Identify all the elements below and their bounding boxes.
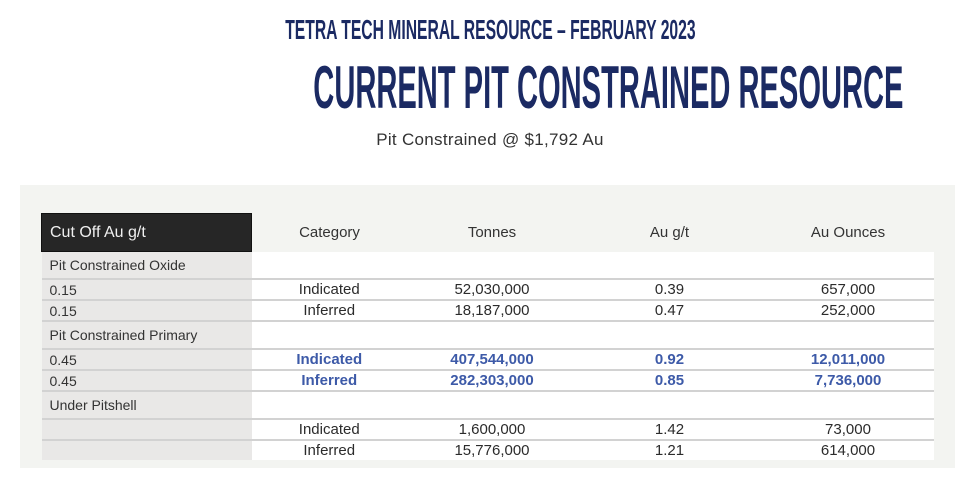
report-subtitle-top: TETRA TECH MINERAL RESOURCE – FEBRUARY 2… bbox=[0, 14, 980, 46]
ounces-cell: 252,000 bbox=[762, 300, 934, 322]
subtitle-top-text: TETRA TECH MINERAL RESOURCE – FEBRUARY 2… bbox=[284, 14, 696, 45]
tonnes-cell: 1,600,000 bbox=[407, 419, 577, 441]
tonnes-cell: 52,030,000 bbox=[407, 279, 577, 301]
grade-cell: 0.39 bbox=[577, 279, 762, 301]
category-cell: Indicated bbox=[251, 349, 407, 371]
section-label: Pit Constrained Oxide bbox=[41, 251, 252, 280]
grade-cell: 1.21 bbox=[577, 440, 762, 460]
empty-cell bbox=[762, 391, 934, 420]
ounces-cell: 73,000 bbox=[762, 419, 934, 441]
col-header-grade: Au g/t bbox=[649, 224, 690, 241]
tonnes-cell: 15,776,000 bbox=[407, 440, 577, 460]
cutoff-cell bbox=[41, 440, 252, 460]
table-row: 0.45 Inferred 282,303,000 0.85 7,736,000 bbox=[41, 370, 934, 392]
category-cell: Inferred bbox=[251, 440, 407, 460]
category-cell: Inferred bbox=[251, 370, 407, 392]
grade-cell: 0.47 bbox=[577, 300, 762, 322]
table-row: Indicated 1,600,000 1.42 73,000 bbox=[41, 419, 934, 441]
tonnes-cell: 282,303,000 bbox=[407, 370, 577, 392]
empty-cell bbox=[251, 251, 407, 280]
grade-cell: 0.92 bbox=[577, 349, 762, 371]
empty-cell bbox=[577, 391, 762, 420]
category-cell: Inferred bbox=[251, 300, 407, 322]
page-title: CURRENT PIT CONSTRAINED RESOURCE bbox=[0, 56, 980, 120]
title-text: CURRENT PIT CONSTRAINED RESOURCE bbox=[313, 54, 904, 121]
section-row: Pit Constrained Oxide bbox=[41, 251, 934, 280]
empty-cell bbox=[407, 391, 577, 420]
grade-cell: 0.85 bbox=[577, 370, 762, 392]
tonnes-cell: 407,544,000 bbox=[407, 349, 577, 371]
empty-cell bbox=[407, 251, 577, 280]
ounces-cell: 614,000 bbox=[762, 440, 934, 460]
section-label: Under Pitshell bbox=[41, 391, 252, 420]
table-row: 0.45 Indicated 407,544,000 0.92 12,011,000 bbox=[41, 349, 934, 371]
ounces-cell: 12,011,000 bbox=[762, 349, 934, 371]
table-row: 0.15 Indicated 52,030,000 0.39 657,000 bbox=[41, 279, 934, 301]
empty-cell bbox=[762, 321, 934, 350]
resource-table: Cut Off Au g/t Category Tonnes Au g/t Au… bbox=[41, 213, 934, 460]
cutoff-cell: 0.45 bbox=[41, 349, 252, 371]
cutoff-cell: 0.15 bbox=[41, 279, 252, 301]
cutoff-cell: 0.45 bbox=[41, 370, 252, 392]
section-row: Pit Constrained Primary bbox=[41, 321, 934, 350]
grade-cell: 1.42 bbox=[577, 419, 762, 441]
section-row: Under Pitshell bbox=[41, 391, 934, 420]
cutoff-cell: 0.15 bbox=[41, 300, 252, 322]
col-header-cutoff: Cut Off Au g/t bbox=[41, 213, 252, 252]
pricing-subtitle: Pit Constrained @ $1,792 Au bbox=[376, 130, 604, 149]
tonnes-cell: 18,187,000 bbox=[407, 300, 577, 322]
empty-cell bbox=[577, 251, 762, 280]
empty-cell bbox=[251, 391, 407, 420]
cutoff-cell bbox=[41, 419, 252, 441]
ounces-cell: 7,736,000 bbox=[762, 370, 934, 392]
table-row: Inferred 15,776,000 1.21 614,000 bbox=[41, 440, 934, 460]
category-cell: Indicated bbox=[251, 279, 407, 301]
ounces-cell: 657,000 bbox=[762, 279, 934, 301]
empty-cell bbox=[251, 321, 407, 350]
col-header-ounces: Au Ounces bbox=[810, 224, 886, 241]
empty-cell bbox=[577, 321, 762, 350]
category-cell: Indicated bbox=[251, 419, 407, 441]
table-header-row: Cut Off Au g/t Category Tonnes Au g/t Au… bbox=[41, 213, 935, 252]
table-row: 0.15 Inferred 18,187,000 0.47 252,000 bbox=[41, 300, 934, 322]
empty-cell bbox=[762, 251, 934, 280]
col-header-tonnes: Tonnes bbox=[467, 224, 517, 241]
col-header-category: Category bbox=[299, 224, 360, 241]
section-label: Pit Constrained Primary bbox=[41, 321, 252, 350]
empty-cell bbox=[407, 321, 577, 350]
